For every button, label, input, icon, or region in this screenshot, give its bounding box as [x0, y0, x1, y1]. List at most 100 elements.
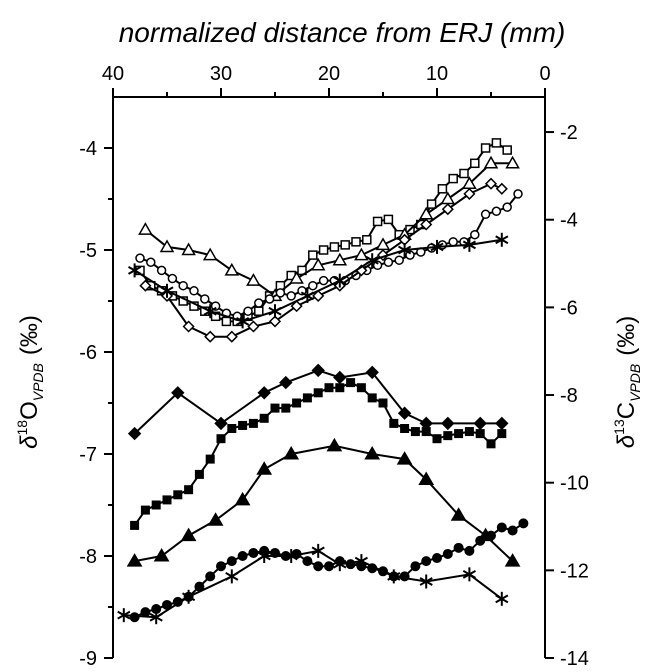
x-axis-title: normalized distance from ERJ (mm)	[119, 17, 566, 48]
data-point	[289, 271, 304, 284]
asterisk-stroke	[117, 610, 131, 620]
data-point	[473, 416, 487, 431]
data-point	[313, 561, 324, 572]
data-point	[495, 182, 508, 195]
data-point	[173, 490, 183, 500]
asterisk-stroke	[354, 556, 368, 566]
data-point	[259, 413, 269, 423]
data-point	[246, 273, 261, 286]
data-point	[470, 229, 480, 240]
data-point	[326, 437, 343, 452]
series-8	[129, 518, 529, 623]
data-point	[216, 434, 226, 444]
data-point	[475, 429, 485, 439]
asterisk-stroke	[300, 291, 314, 301]
data-point	[491, 138, 502, 148]
series-line	[133, 381, 503, 526]
data-point	[372, 216, 383, 227]
data-point	[418, 471, 435, 485]
data-point	[135, 253, 145, 263]
data-point	[284, 549, 298, 563]
data-point	[462, 567, 476, 582]
data-point	[221, 316, 232, 327]
data-point	[153, 548, 170, 562]
data-point	[257, 386, 271, 400]
data-point	[203, 304, 217, 319]
right-y-tick-label: -14	[560, 648, 589, 670]
asterisk-stroke	[398, 245, 412, 255]
asterisk-stroke	[268, 306, 282, 316]
data-point	[340, 240, 350, 250]
data-point	[394, 255, 404, 265]
data-point	[234, 491, 251, 506]
left-y-tick-label: -6	[79, 342, 97, 364]
data-point	[475, 535, 486, 546]
data-point	[464, 545, 475, 556]
x-tick-label: 30	[210, 63, 232, 85]
left-y-tick-label: -5	[79, 240, 97, 262]
right-y-tick-label: -6	[560, 297, 578, 319]
data-point	[214, 416, 228, 431]
data-point	[202, 247, 218, 261]
data-point	[243, 306, 253, 316]
data-point	[513, 189, 523, 199]
x-tick-label: 20	[318, 63, 340, 85]
asterisk-stroke	[225, 572, 239, 581]
asterisk-stroke	[365, 255, 379, 265]
data-point	[364, 446, 381, 460]
data-point	[226, 556, 237, 567]
data-point	[318, 245, 329, 255]
data-point	[126, 553, 143, 567]
data-point	[430, 239, 444, 254]
data-point	[484, 177, 498, 190]
data-point	[389, 418, 399, 428]
data-point	[365, 253, 379, 268]
data-point	[418, 206, 434, 220]
data-point	[256, 461, 273, 475]
data-point	[442, 548, 453, 559]
data-point	[311, 363, 325, 378]
data-point	[167, 273, 178, 284]
data-point	[238, 420, 248, 430]
data-point	[462, 237, 476, 252]
data-point	[181, 242, 196, 256]
data-point	[356, 383, 366, 393]
series-9	[117, 543, 509, 625]
data-point	[480, 143, 491, 153]
data-point	[345, 559, 356, 570]
data-point	[151, 500, 161, 510]
right-y-tick-label: -2	[560, 122, 578, 144]
asterisk-stroke	[462, 240, 476, 250]
data-point	[464, 427, 474, 437]
data-point	[302, 556, 313, 567]
series-0	[135, 138, 512, 327]
data-point	[410, 427, 420, 437]
asterisk-stroke	[462, 569, 476, 579]
data-point	[440, 191, 456, 205]
data-point	[324, 561, 334, 572]
data-point	[292, 398, 302, 408]
asterisk-stroke	[333, 276, 347, 285]
data-point	[333, 370, 347, 385]
series-line	[134, 444, 514, 563]
series-6	[130, 378, 507, 530]
data-point	[300, 288, 314, 303]
data-point	[236, 314, 250, 329]
left-y-tick-label: -4	[79, 138, 97, 160]
data-point	[207, 512, 224, 526]
data-point	[162, 495, 172, 505]
data-point	[432, 553, 442, 564]
data-point	[448, 237, 458, 247]
asterisk-stroke	[419, 577, 433, 586]
data-point	[310, 257, 326, 271]
left-y-tick-label: -8	[79, 546, 97, 568]
data-point	[335, 383, 345, 393]
x-tick-label: 40	[102, 63, 124, 85]
data-point	[216, 561, 226, 572]
data-point	[480, 209, 491, 220]
data-point	[140, 505, 150, 515]
data-point	[205, 571, 216, 582]
data-point	[396, 451, 413, 465]
data-point	[159, 239, 175, 253]
data-point	[200, 294, 210, 304]
